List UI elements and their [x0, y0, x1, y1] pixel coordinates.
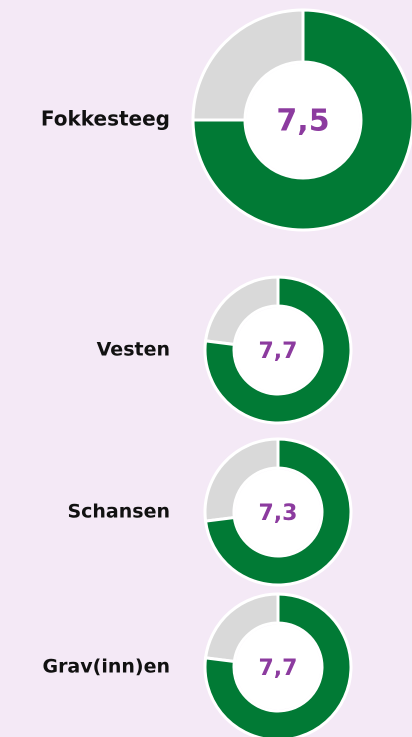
donut-value [203, 437, 353, 587]
donut-value-label: 7,7 [259, 339, 298, 364]
donut-track [191, 8, 305, 122]
row-label: Fokkesteeg [41, 107, 170, 131]
donut-hole [235, 307, 321, 393]
donut-hole [246, 63, 360, 177]
donut-value-label: 7,7 [259, 656, 298, 681]
row-label: Schansen [67, 501, 170, 523]
row-label: Vesten [97, 339, 170, 361]
donut-value-label: 7,3 [259, 501, 298, 526]
donut-value-label: 7,5 [276, 104, 329, 139]
donut-value [203, 275, 353, 425]
donut-hole [235, 469, 321, 555]
donut-hole [235, 624, 321, 710]
donut-value [203, 592, 353, 737]
donut-value [191, 8, 412, 232]
row-label: Grav(inn)en [42, 656, 170, 678]
